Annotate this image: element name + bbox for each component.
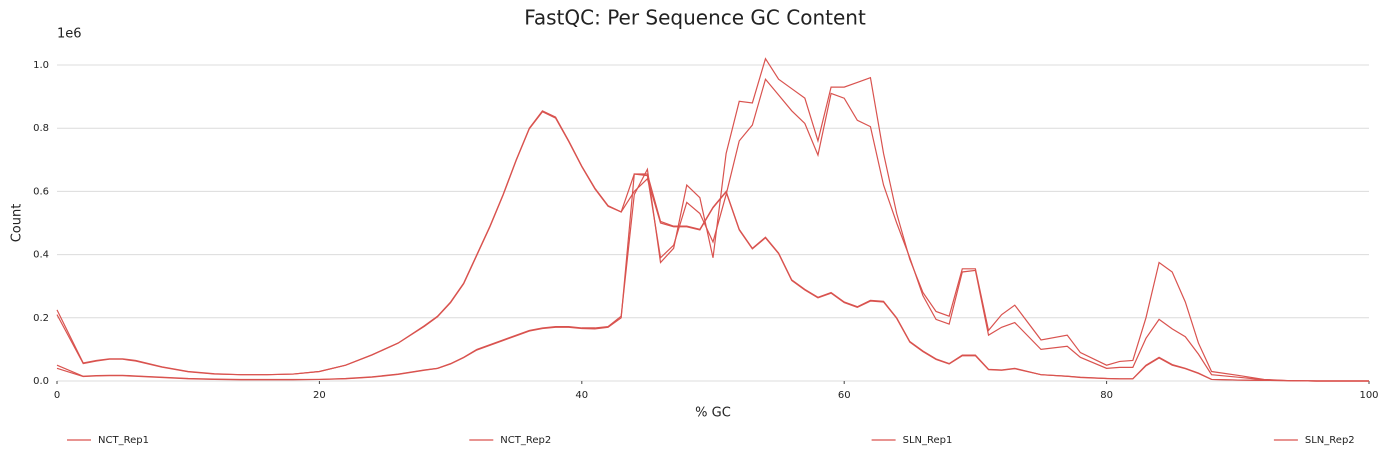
line-series	[56, 111, 1369, 382]
legend-label: SLN_Rep1	[903, 435, 953, 446]
y-axis-label: Count	[10, 204, 25, 243]
line-series	[56, 110, 1369, 382]
x-tick-label: 100	[1359, 390, 1378, 401]
y-tick-label: 0.6	[33, 186, 49, 197]
y-tick-label: 0.8	[33, 123, 49, 134]
x-axis-label: % GC	[695, 406, 731, 421]
offset-label: 1e6	[57, 27, 82, 42]
x-tick-label: 20	[313, 390, 326, 401]
x-tick-label: 80	[1100, 390, 1113, 401]
line-series	[56, 57, 1369, 382]
x-tick-label: 60	[838, 390, 851, 401]
x-tick-label: 0	[54, 390, 60, 401]
chart-title: FastQC: Per Sequence GC Content	[524, 6, 866, 30]
y-tick-label: 0.0	[33, 376, 49, 387]
line-series	[56, 77, 1369, 382]
y-tick-label: 1.0	[33, 60, 49, 71]
legend-label: SLN_Rep2	[1305, 435, 1355, 446]
legend-label: NCT_Rep2	[500, 435, 551, 446]
y-tick-label: 0.2	[33, 313, 49, 324]
x-tick-label: 40	[575, 390, 588, 401]
legend-label: NCT_Rep1	[98, 435, 149, 446]
y-tick-label: 0.4	[33, 250, 49, 261]
